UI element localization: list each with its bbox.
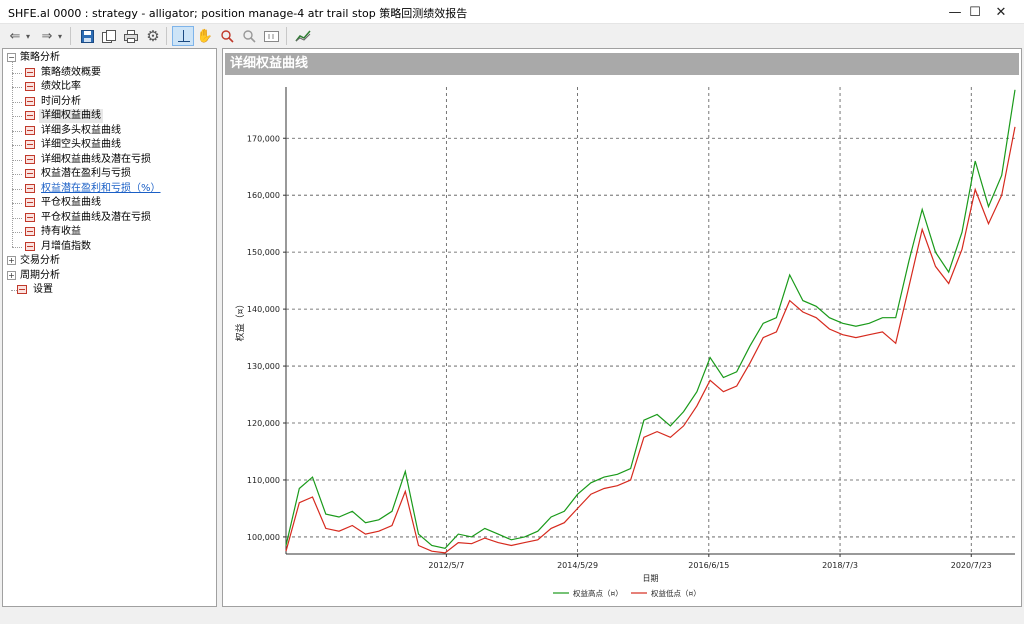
- title-bar: SHFE.al 0000 : strategy - alligator; pos…: [0, 0, 1024, 24]
- fit-icon[interactable]: [260, 26, 282, 46]
- tree-item-label: 权益潜在盈利和亏损（%）: [41, 182, 161, 194]
- series-line-equity-high: [285, 89, 1016, 549]
- table-icon: [17, 285, 27, 294]
- tree-node-label: 设置: [33, 284, 53, 295]
- table-icon: [25, 67, 35, 77]
- legend-label-high: 权益高点（¤）: [573, 588, 623, 598]
- hand-pan-icon[interactable]: ✋: [196, 28, 214, 44]
- chart-icon: [25, 111, 35, 120]
- chart-icon: [25, 227, 35, 236]
- crosshair-icon[interactable]: [172, 26, 194, 46]
- tree-item-label: 详细权益曲线: [39, 109, 103, 123]
- zoom-in-icon[interactable]: [216, 26, 238, 46]
- tree-connector: [12, 62, 13, 247]
- tree-connector: [12, 145, 22, 146]
- back-arrow-icon[interactable]: ⇐: [9, 28, 21, 44]
- chart-icon: [25, 212, 35, 222]
- tree-connector: [12, 217, 22, 219]
- tree-item-label: 平仓权益曲线: [41, 197, 101, 208]
- tree-item-label: 持有收益: [41, 226, 81, 237]
- tree-connector: [12, 174, 22, 175]
- tree-item-label: 详细空头权益曲线: [41, 139, 121, 150]
- maximize-button[interactable]: ☐: [969, 4, 981, 20]
- chart-icon: [25, 154, 35, 164]
- series-line-equity-low: [285, 126, 1016, 554]
- table-icon: [25, 96, 35, 106]
- chart-style-icon[interactable]: [292, 26, 314, 46]
- tree-item-label: 绩效比率: [41, 81, 81, 92]
- zoom-out-icon[interactable]: [238, 26, 260, 46]
- chart-icon: [25, 241, 35, 251]
- y-tick-label: 100,000: [247, 533, 280, 542]
- expand-icon[interactable]: +: [7, 270, 16, 280]
- expand-icon[interactable]: +: [7, 256, 16, 265]
- toolbar-separator: [70, 27, 71, 45]
- tree-item-label: 详细多头权益曲线: [41, 124, 121, 136]
- save-icon[interactable]: [76, 26, 98, 46]
- minimize-button[interactable]: —: [948, 4, 962, 20]
- toolbar-separator: [286, 27, 287, 45]
- y-tick-label: 120,000: [247, 419, 280, 428]
- tree-connector: [12, 101, 22, 103]
- close-button[interactable]: ✕: [995, 4, 1007, 20]
- tree-item-label: 权益潜在盈利与亏损: [41, 168, 131, 179]
- tree-connector: [12, 246, 22, 248]
- forward-arrow-icon[interactable]: ⇒: [41, 28, 53, 44]
- chart-icon: [25, 198, 35, 207]
- copy-icon[interactable]: [98, 26, 120, 46]
- x-tick-label: 2016/6/15: [688, 561, 729, 570]
- x-tick-label: 2014/5/29: [557, 561, 598, 570]
- y-tick-label: 160,000: [247, 191, 280, 200]
- chart-icon: [25, 125, 35, 135]
- y-tick-label: 130,000: [247, 362, 280, 371]
- y-tick-label: 140,000: [247, 305, 280, 314]
- equity-curve-chart[interactable]: 100,000 110,000 120,000 130,000 140,000 150,0…: [223, 49, 1021, 606]
- tree-item-label: 策略绩效概要: [41, 66, 101, 78]
- window-title: SHFE.al 0000 : strategy - alligator; pos…: [8, 7, 468, 20]
- tree-connector: [11, 290, 17, 291]
- chart-icon: [25, 169, 35, 178]
- chart-icon: [25, 183, 35, 193]
- tree-connector: [12, 203, 22, 204]
- forward-dropdown-icon[interactable]: ▾: [57, 31, 62, 41]
- tree-connector: [12, 116, 22, 117]
- print-icon[interactable]: [120, 26, 142, 46]
- tree-connector: [12, 232, 22, 233]
- status-bar: [0, 608, 1024, 624]
- y-tick-label: 150,000: [247, 248, 280, 257]
- tree-connector: [12, 130, 22, 132]
- y-tick-label: 110,000: [247, 476, 280, 485]
- tree-node-label: 交易分析: [20, 255, 60, 266]
- tree-connector: [12, 188, 22, 190]
- y-axis-label: 权益（¤）: [234, 300, 246, 342]
- back-dropdown-icon[interactable]: ▾: [25, 31, 30, 41]
- tree-item-label: 平仓权益曲线及潜在亏损: [41, 211, 151, 223]
- tree-item-label: 月增值指数: [41, 240, 91, 252]
- tree-item-label: 详细权益曲线及潜在亏损: [41, 153, 151, 165]
- tree-connector: [12, 159, 22, 161]
- tree-connector: [12, 72, 22, 74]
- x-tick-label: 2020/7/23: [951, 561, 992, 570]
- chart-panel: 详细权益曲线 100,000 110,000 120,000 130,000 140,0…: [222, 48, 1022, 607]
- tree-node-label: 周期分析: [20, 269, 60, 281]
- x-axis-label: 日期: [643, 574, 659, 583]
- report-tree: − 策略分析策略绩效概要 绩效比率时间分析详细权益曲线 详细多头权益曲线 详细空头权益曲…: [2, 48, 217, 607]
- toolbar-separator: [166, 27, 167, 45]
- settings-gear-icon[interactable]: ⚙: [146, 27, 160, 45]
- chart-icon: [25, 140, 35, 149]
- tree-node-label: 策略分析: [20, 52, 60, 63]
- legend-label-low: 权益低点（¤）: [651, 588, 701, 598]
- panel-title: 详细权益曲线: [225, 53, 1019, 75]
- x-tick-label: 2012/5/7: [428, 561, 464, 570]
- x-tick-label: 2018/7/3: [822, 561, 858, 570]
- table-icon: [25, 82, 35, 91]
- y-tick-label: 170,000: [247, 134, 280, 143]
- tree-item-label: 时间分析: [41, 95, 81, 107]
- collapse-icon[interactable]: −: [7, 53, 16, 62]
- toolbar: ⇐ ▾ ⇒ ▾ ⚙ ✋: [0, 24, 1024, 48]
- tree-connector: [12, 87, 22, 88]
